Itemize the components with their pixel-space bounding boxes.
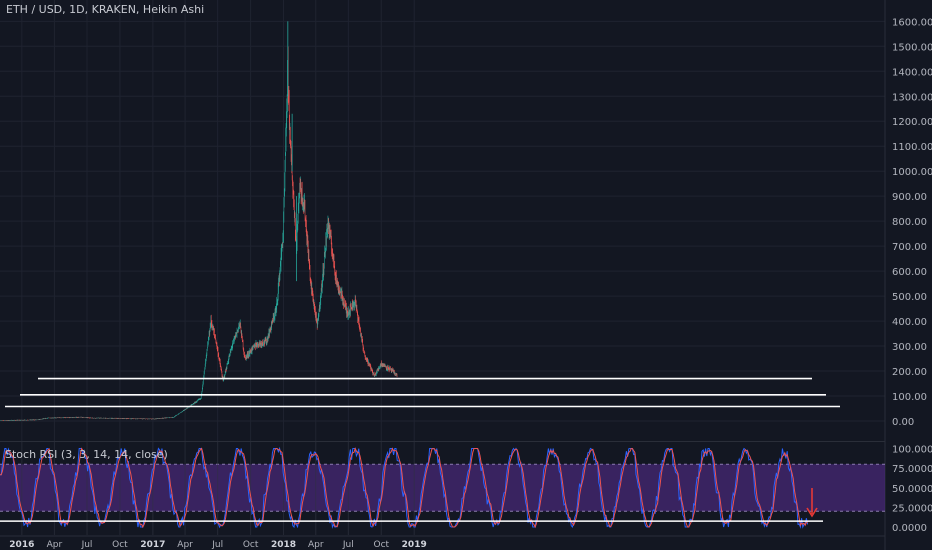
time-tick-label: 2016 — [9, 540, 34, 550]
price-tick-label: 0.00 — [892, 417, 914, 428]
stoch-rsi-axis[interactable]: 100.0000 75.0000 50.0000 25.0000 0.0000 — [892, 445, 932, 535]
price-tick-label: 900.00 — [892, 192, 927, 203]
time-tick-label: Apr — [47, 540, 63, 550]
price-tick-label: 1300.00 — [892, 92, 932, 103]
time-tick-label: Oct — [243, 540, 259, 550]
time-tick-label: Jul — [81, 540, 93, 550]
price-axis[interactable]: 0.00 100.00 200.00 300.00 400.00 500.00 600.00… — [884, 0, 932, 550]
chart-title: ETH / USD, 1D, KRAKEN, Heikin Ashi — [6, 3, 205, 16]
time-tick-label: Jul — [342, 540, 354, 550]
time-tick-label: Jul — [211, 540, 223, 550]
price-tick-label: 1500.00 — [892, 42, 932, 53]
time-tick-label: Oct — [112, 540, 128, 550]
stoch-rsi-pane — [0, 442, 885, 535]
price-tick-label: 1400.00 — [892, 67, 932, 78]
price-candles — [0, 21, 398, 421]
price-tick-label: 300.00 — [892, 342, 927, 353]
support-lines — [5, 377, 840, 408]
price-tick-label: 1000.00 — [892, 167, 932, 178]
stoch-tick-label: 100.0000 — [892, 445, 932, 456]
price-tick-label: 700.00 — [892, 242, 927, 253]
time-tick-label: Oct — [373, 540, 389, 550]
price-tick-label: 100.00 — [892, 392, 927, 403]
price-tick-label: 1200.00 — [892, 117, 932, 128]
indicator-title: Stoch RSI (3, 3, 14, 14, close) — [5, 448, 168, 461]
time-tick-label: Apr — [177, 540, 193, 550]
price-tick-label: 1100.00 — [892, 142, 932, 153]
pane-divider[interactable] — [0, 441, 885, 442]
stoch-tick-label: 50.0000 — [892, 484, 932, 495]
stoch-d-line — [0, 447, 808, 529]
stoch-tick-label: 75.0000 — [892, 464, 932, 475]
stoch-tick-label: 25.0000 — [892, 503, 932, 514]
price-tick-label: 600.00 — [892, 267, 927, 278]
price-tick-label: 200.00 — [892, 367, 927, 378]
stoch-tick-label: 0.0000 — [892, 523, 927, 534]
price-tick-label: 500.00 — [892, 292, 927, 303]
price-tick-label: 800.00 — [892, 217, 927, 228]
price-tick-label: 1600.00 — [892, 17, 932, 28]
stoch-k-line — [0, 446, 809, 529]
time-axis[interactable]: 2016 Apr Jul Oct 2017 Apr Jul Oct 2018 Apr Jul Oct 2… — [0, 535, 885, 550]
time-tick-label: Apr — [308, 540, 324, 550]
price-tick-label: 400.00 — [892, 317, 927, 328]
down-arrow-head-icon — [806, 507, 818, 518]
time-tick-label: 2018 — [271, 540, 296, 550]
time-tick-label: 2019 — [402, 540, 427, 550]
time-tick-label: 2017 — [140, 540, 165, 550]
